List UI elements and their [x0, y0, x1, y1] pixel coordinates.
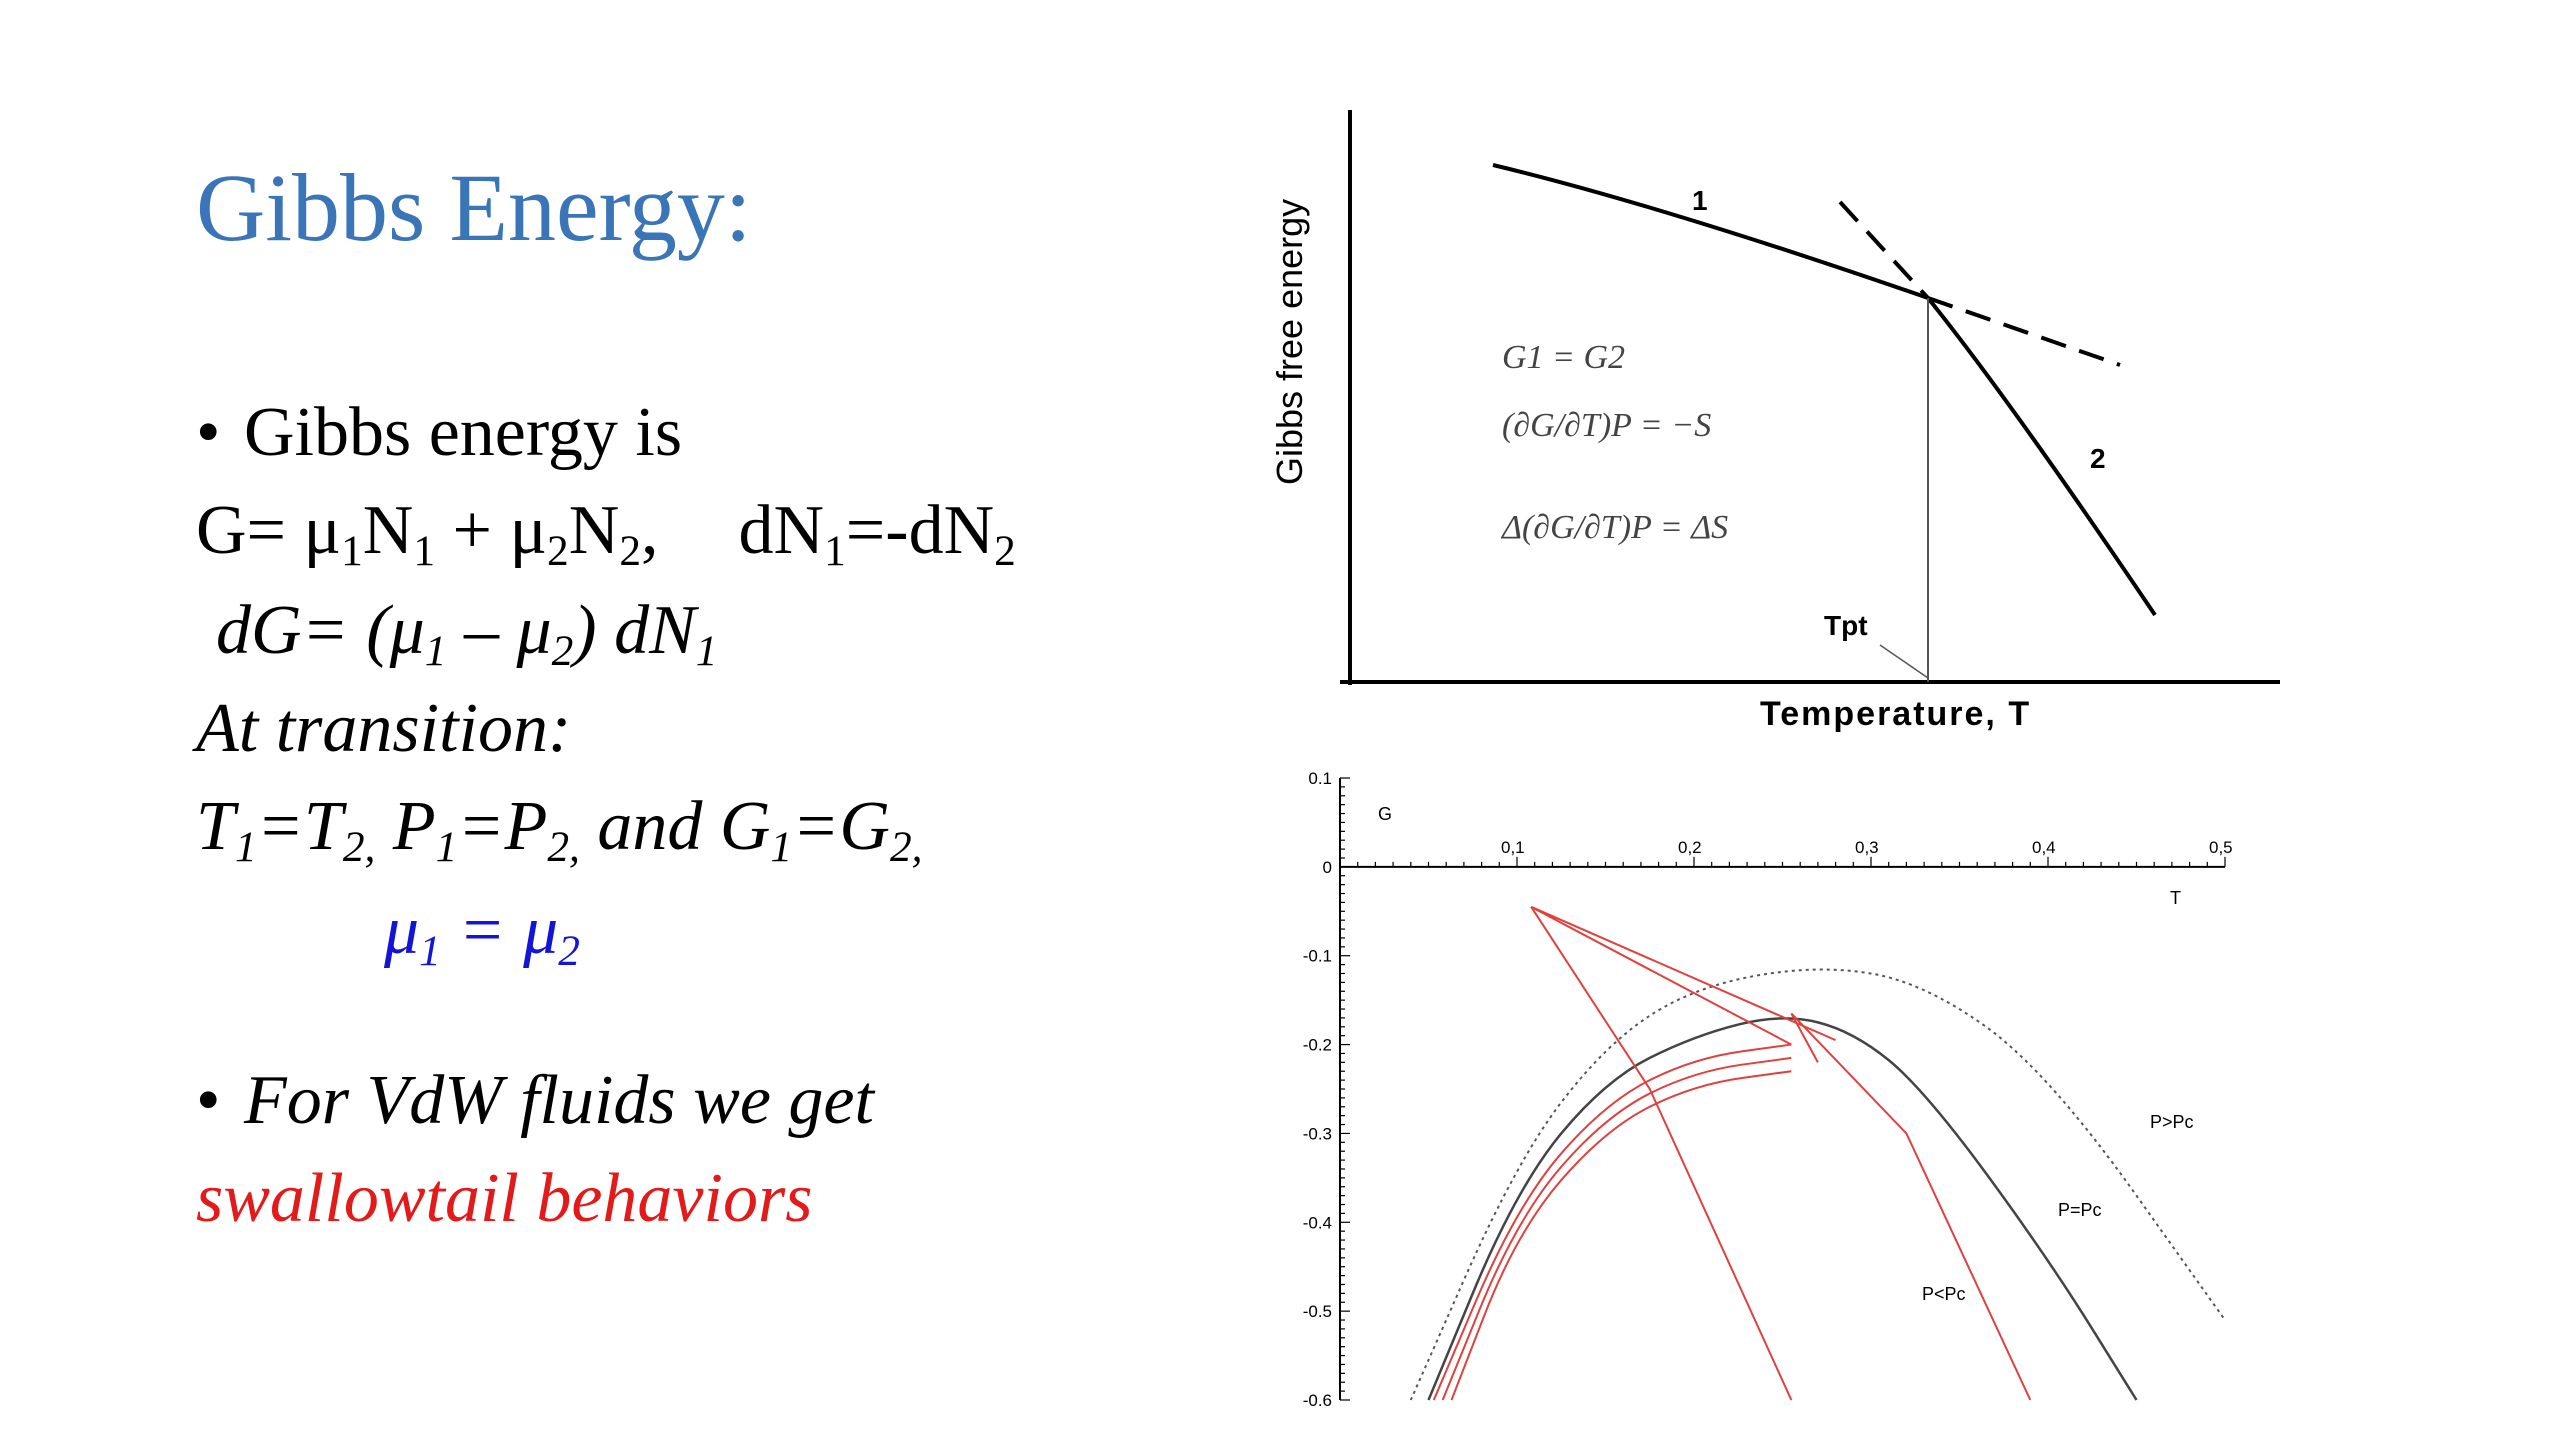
- sw-x-tick-label: 0,3: [1855, 838, 1879, 857]
- y-axis-label: Gibbs free energy: [1269, 199, 1310, 485]
- sw-y-tick-label: 0: [1323, 858, 1332, 877]
- sw-curve-pgtpc: [1409, 968, 2226, 1401]
- sw-swallowtail-right: [1790, 1012, 2032, 1401]
- bullet-text: Gibbs energy is: [244, 394, 683, 471]
- sw-swallowtail-left: [1530, 906, 1793, 1401]
- sw-y-tick-label: -0.4: [1303, 1213, 1332, 1232]
- eq-g1-g2: G1 = G2: [1502, 339, 1625, 376]
- x-axis-label: Temperature, T: [1760, 695, 2031, 733]
- curve-2-label: 2: [2090, 443, 2106, 474]
- sw-y-tick-label: -0.3: [1303, 1124, 1332, 1143]
- curve-2-dashed: [1838, 200, 1930, 300]
- sw-x-tick-label: 0,4: [2032, 838, 2056, 857]
- sw-y-tick-label: -0.5: [1303, 1302, 1332, 1321]
- sw-y-tick-label: -0.6: [1303, 1391, 1332, 1410]
- sw-curve-pltpc-branch: [1432, 1043, 1792, 1401]
- tpt-leader: [1879, 644, 1929, 679]
- sw-x-tick-label: 0,2: [1678, 838, 1702, 857]
- eq-dg-dt: (∂G/∂T)P = −S: [1502, 407, 1711, 444]
- swallowtail-ticks: 0,1 0,2 0,3 0,4 0,5 0.1 0 -0.1 -0.2 -0.3 -0.4 -0.5 -…: [1303, 770, 2233, 1410]
- bullet-vdw-text: For VdW fluids we get: [244, 1062, 874, 1139]
- curve-1-label: 1: [1692, 185, 1708, 216]
- sw-curve-pepc: [1427, 1017, 2138, 1401]
- dg-equation: dG= (μ1 – μ2) dN1: [216, 592, 718, 676]
- sw-x-tick-label: 0,1: [1501, 838, 1525, 857]
- mu-equality: μ1 = μ2: [384, 892, 580, 976]
- swallowtail-text: swallowtail behaviors: [196, 1160, 813, 1237]
- sw-x-label: T: [2170, 888, 2181, 908]
- gibbs-temperature-chart: 1 2 Tpt Temperature, T Gibbs free energy…: [1269, 110, 2280, 733]
- sw-label-pepc: P=Pc: [2058, 1200, 2102, 1220]
- sw-y-label: G: [1378, 804, 1392, 824]
- curve-1-dashed: [1927, 296, 2121, 367]
- sw-label-pltpc: P<Pc: [1922, 1284, 1966, 1304]
- bullet-vdw: • For VdW fluids we get: [196, 1062, 874, 1139]
- gibbs-equation: G= μ1N1 + μ2N2, dN1=-dN2: [196, 492, 1016, 576]
- swallowtail-curves: [1409, 905, 2226, 1401]
- slide-title: Gibbs Energy:: [196, 154, 752, 261]
- sw-swallowtail-tip: [1790, 1012, 1819, 1063]
- bullet-gibbs: • Gibbs energy is: [196, 398, 682, 468]
- transition-label: At transition:: [196, 690, 572, 767]
- sw-curve-pltpc-branch: [1441, 1056, 1792, 1401]
- curve-1-solid: [1492, 163, 1929, 300]
- sw-y-tick-label: -0.2: [1303, 1036, 1332, 1055]
- bullet-symbol: •: [196, 394, 221, 471]
- sw-y-tick-label: 0.1: [1308, 770, 1332, 788]
- sw-curve-pltpc-branch: [1450, 1070, 1792, 1401]
- swallowtail-chart: 0,1 0,2 0,3 0,4 0,5 0.1 0 -0.1 -0.2 -0.3 -0.4 -0.5 -…: [1303, 770, 2233, 1410]
- curve-2-solid: [1926, 296, 2157, 617]
- sw-y-tick-label: -0.1: [1303, 947, 1332, 966]
- sw-label-pgtpc: P>Pc: [2150, 1112, 2194, 1132]
- sw-x-tick-label: 0,5: [2209, 838, 2233, 857]
- transition-conditions: T1=T2, P1=P2, and G1=G2,: [196, 788, 923, 872]
- tpt-label: Tpt: [1824, 610, 1868, 641]
- eq-delta-dg-dt: Δ(∂G/∂T)P = ΔS: [1500, 509, 1728, 546]
